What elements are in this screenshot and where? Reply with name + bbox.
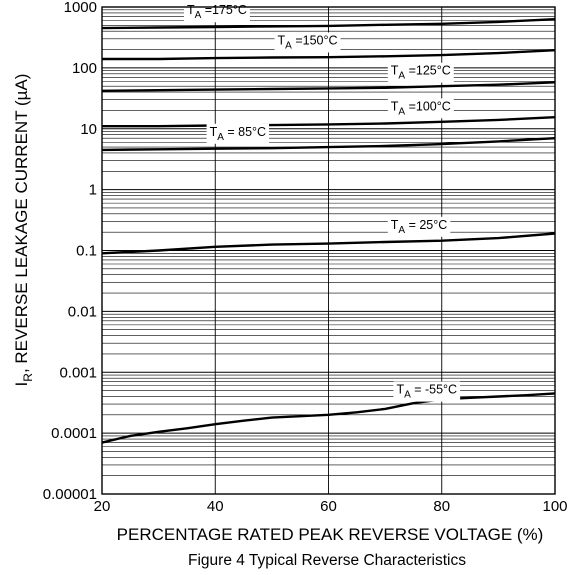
y-tick-label: 10	[80, 121, 97, 138]
series-label-main: T	[391, 218, 399, 232]
series-label-background	[274, 32, 341, 53]
y-tick-label: 100	[72, 60, 97, 77]
y-tick-label: 1000	[64, 0, 97, 16]
series-label-minus55c: TA = -55°C	[393, 381, 461, 402]
series-label-sub: A	[217, 132, 224, 143]
series-label-background	[387, 98, 454, 119]
series-label-main: T	[391, 99, 399, 113]
y-tick-label: 0.1	[76, 243, 97, 260]
series-label-rest: =125°C	[405, 64, 451, 78]
y-tick-label: 1	[89, 182, 97, 199]
x-tick-label: 40	[207, 498, 224, 515]
series-label-main: T	[396, 383, 404, 397]
series-label-main: T	[187, 3, 195, 17]
x-tick-label: 60	[320, 498, 337, 515]
series-label-background	[393, 381, 461, 402]
plot-frame	[101, 6, 556, 495]
series-line-150c	[102, 49, 556, 61]
series-label-150c: TA =150°C	[274, 32, 341, 53]
y-tick-label: 0.001	[59, 364, 97, 381]
series-label-25c: TA = 25°C	[387, 216, 451, 237]
series-label-text: TA = 25°C	[391, 218, 448, 236]
x-axis-label: PERCENTAGE RATED PEAK REVERSE VOLTAGE (%…	[117, 525, 544, 544]
series-label-background	[206, 123, 270, 144]
series-label-text: TA =150°C	[278, 33, 338, 51]
series-label-sub: A	[398, 71, 405, 82]
series-label-main: T	[391, 64, 399, 78]
series-line-175c	[101, 18, 556, 30]
series-curves	[101, 18, 556, 444]
series-label-main: T	[210, 125, 218, 139]
series-label-100c: TA =100°C	[387, 98, 454, 119]
series-label-rest: =100°C	[405, 99, 451, 113]
y-axis-label: IR, REVERSE LEAKAGE CURRENT (µA)	[12, 74, 35, 387]
y-axis-label-sub: R	[21, 373, 35, 382]
x-tick-label: 100	[542, 498, 567, 515]
y-axis-label-rest: , REVERSE LEAKAGE CURRENT (µA)	[12, 74, 31, 374]
chart-title: Figure 4 Typical Reverse Characteristics	[188, 552, 466, 569]
series-label-text: TA = -55°C	[396, 383, 457, 401]
series-line-25c	[101, 232, 556, 255]
series-label-sub: A	[398, 225, 405, 236]
series-label-sub: A	[398, 106, 405, 117]
grid	[101, 7, 556, 495]
series-label-text: TA =100°C	[391, 99, 451, 117]
series-labels: TA =175°CTA =150°CTA =125°CTA =100°CTA =…	[183, 2, 461, 402]
series-label-sub: A	[285, 40, 292, 51]
series-label-rest: = -55°C	[411, 383, 457, 397]
x-tick-label: 80	[433, 498, 450, 515]
series-label-rest: = 85°C	[224, 125, 266, 139]
series-line-minus55c	[101, 392, 556, 444]
series-label-background	[387, 62, 454, 83]
y-tick-labels: 1000 100 10 1 0.1 0.01 0.001 0.0001 0.00001	[43, 0, 97, 503]
series-label-rest: =175°C	[201, 3, 247, 17]
series-label-text: TA = 85°C	[210, 125, 267, 143]
series-label-85c: TA = 85°C	[206, 123, 270, 144]
series-label-rest: =150°C	[292, 33, 338, 47]
y-tick-label: 0.00001	[43, 486, 97, 503]
series-line-125c	[101, 81, 556, 92]
x-tick-labels: 20 40 60 80 100	[94, 498, 568, 515]
series-label-text: TA =125°C	[391, 64, 451, 82]
series-label-sub: A	[404, 390, 411, 401]
series-label-background	[387, 216, 451, 237]
series-label-125c: TA =125°C	[387, 62, 454, 83]
series-label-sub: A	[195, 10, 202, 21]
series-line-85c	[101, 137, 556, 152]
series-label-175c: TA =175°C	[183, 2, 250, 23]
series-label-rest: = 25°C	[405, 218, 447, 232]
y-tick-label: 0.0001	[51, 425, 97, 442]
series-line-100c	[102, 116, 556, 128]
y-tick-label: 0.01	[68, 303, 97, 320]
y-axis-label-main: I	[12, 382, 31, 387]
series-label-main: T	[278, 33, 286, 47]
x-tick-label: 20	[94, 498, 111, 515]
